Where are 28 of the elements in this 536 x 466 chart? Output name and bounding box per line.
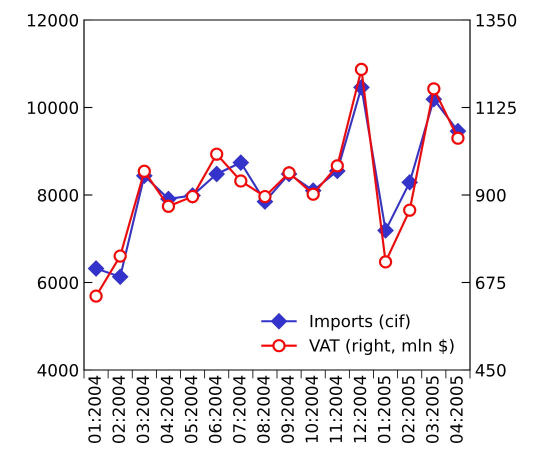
x-tick-label: 04:2004 (160, 376, 174, 443)
y-tick-label: 4000 (38, 364, 78, 377)
x-tick-label: 02:2005 (402, 376, 415, 443)
y2-tick-label: 1125 (476, 101, 516, 114)
x-tick-label: 01:2005 (378, 376, 390, 443)
y2-tick-label: 900 (476, 188, 506, 202)
legend-label: Imports (cif) (310, 314, 410, 331)
y2-tick-label: 1350 (476, 14, 516, 27)
x-tick-label: 03:2004 (136, 376, 150, 443)
x-tick-label: 10:2004 (305, 376, 318, 442)
x-tick-label: 11:2004 (330, 376, 342, 442)
x-tick-label: 08:2004 (257, 376, 270, 443)
x-tick-label: 02:2004 (112, 376, 126, 443)
x-tick-label: 05:2004 (184, 376, 198, 443)
x-tick-label: 07:2004 (233, 376, 246, 443)
y-tick-label: 12000 (28, 14, 78, 27)
x-tick-label: 03:2005 (426, 376, 439, 443)
y2-tick-label: 450 (476, 364, 506, 377)
x-tick-label: 12:2004 (354, 376, 366, 442)
y-tick-label: 8000 (38, 188, 78, 202)
x-tick-label: 06:2004 (208, 376, 222, 443)
y2-tick-label: 675 (476, 276, 506, 290)
x-tick-label: 01:2004 (88, 376, 101, 443)
x-tick-label: 09:2004 (281, 376, 294, 443)
x-tick-label: 04:2005 (450, 376, 463, 443)
y-tick-label: 10000 (28, 101, 78, 114)
y-tick-label: 6000 (38, 276, 78, 290)
legend-label: VAT (right, mln $) (309, 338, 454, 355)
